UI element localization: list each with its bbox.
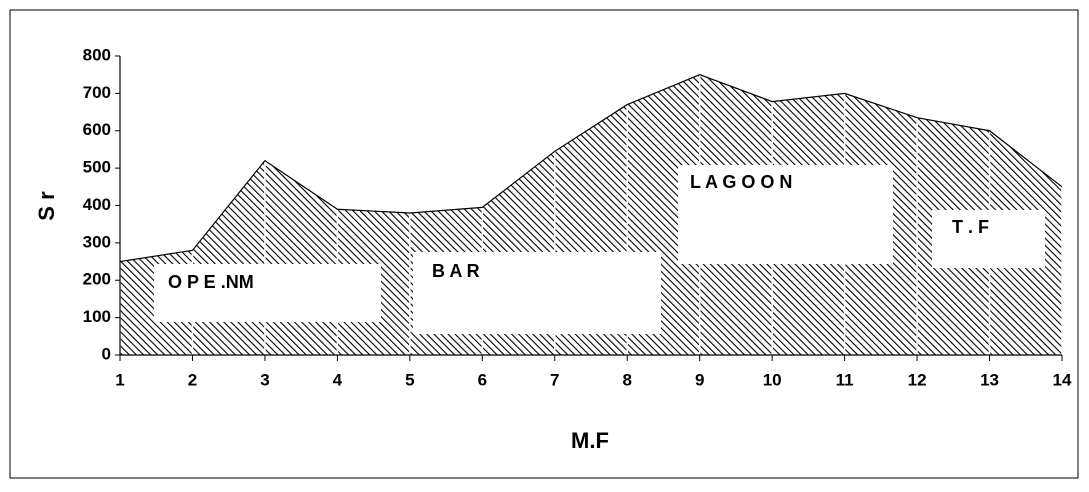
annotation: L A G O O N	[690, 172, 792, 192]
y-tick-label: 400	[83, 195, 111, 214]
y-tick-label: 700	[83, 83, 111, 102]
annotation-box	[932, 210, 1045, 268]
y-tick-label: 800	[83, 45, 111, 64]
x-tick-label: 8	[622, 370, 631, 389]
x-tick-label: 9	[695, 370, 704, 389]
y-tick-label: 0	[102, 344, 111, 363]
x-tick-label: 2	[188, 370, 197, 389]
y-tick-label: 600	[83, 120, 111, 139]
y-axis-label: S r	[34, 191, 59, 221]
annotation-box	[413, 252, 661, 334]
x-tick-label: 11	[836, 370, 854, 389]
y-tick-label: 300	[83, 232, 111, 251]
x-tick-label: 10	[763, 370, 782, 389]
annotation-box	[154, 264, 381, 322]
x-tick-label: 12	[908, 370, 927, 389]
x-tick-label: 7	[550, 370, 559, 389]
x-tick-label: 1	[115, 370, 124, 389]
annotation: O P E .NM	[168, 272, 254, 292]
x-tick-label: 5	[405, 370, 414, 389]
y-tick-label: 200	[83, 270, 111, 289]
x-axis-label: M.F	[571, 428, 609, 453]
x-tick-label: 6	[478, 370, 487, 389]
x-tick-label: 14	[1053, 370, 1072, 389]
y-tick-label: 100	[83, 307, 111, 326]
x-tick-label: 4	[333, 370, 343, 389]
x-tick-label: 13	[980, 370, 999, 389]
area-outline	[119, 74, 1063, 263]
annotation: T . F	[952, 217, 989, 237]
annotation-box	[678, 165, 893, 264]
annotation: B A R	[432, 261, 480, 281]
y-tick-label: 500	[83, 158, 111, 177]
x-tick-label: 3	[260, 370, 269, 389]
